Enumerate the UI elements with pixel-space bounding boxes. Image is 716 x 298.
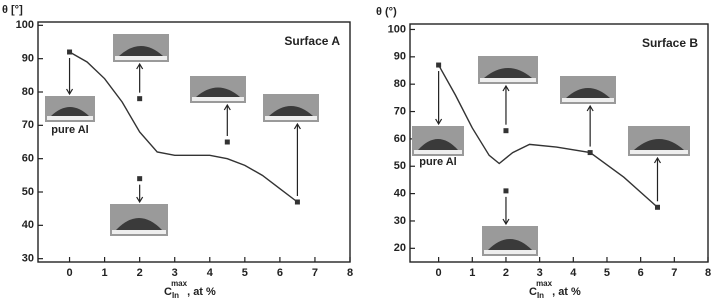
substrate: [630, 150, 688, 154]
y-tick-label: 30: [22, 253, 34, 265]
substrate: [47, 116, 93, 120]
y-axis-label: θ [°]: [2, 4, 23, 16]
x-tick-label: 5: [242, 267, 248, 279]
y-tick-label: 60: [22, 153, 34, 165]
substrate: [112, 230, 166, 234]
droplet-photo: [628, 126, 690, 156]
y-tick-label: 20: [394, 242, 406, 254]
data-point: [295, 200, 300, 205]
droplet-photo: [190, 76, 246, 103]
y-tick-label: 30: [394, 215, 406, 227]
droplet-photo: [482, 226, 538, 256]
y-tick-label: 80: [22, 86, 34, 98]
x-tick-label: 4: [570, 267, 577, 279]
x-tick-label: 0: [66, 267, 72, 279]
annotation: pure Al: [419, 156, 457, 168]
x-tick-label: 3: [537, 267, 543, 279]
data-point: [655, 205, 660, 210]
x-tick-label: 5: [604, 267, 610, 279]
data-point: [137, 176, 142, 181]
y-tick-label: 60: [394, 133, 406, 145]
y-tick-label: 80: [394, 78, 406, 90]
data-point: [503, 128, 508, 133]
x-label-unit: , at %: [552, 286, 581, 298]
x-tick-label: 1: [102, 267, 108, 279]
x-tick-label: 6: [638, 267, 644, 279]
y-tick-label: 90: [22, 53, 34, 65]
substrate: [484, 250, 536, 254]
panel-title: Surface B: [642, 36, 698, 50]
x-label-sup: max: [171, 279, 188, 288]
data-point: [436, 63, 441, 68]
x-axis-label: CInmax, at %: [529, 279, 581, 298]
panel: 20 30 40 50 60 70 80 90 100 0 1 2 3 4 5 6 7 8 θ (°) Surface…: [376, 6, 711, 298]
x-label-sup: max: [536, 279, 553, 288]
droplet-photo: [110, 204, 168, 236]
x-tick-label: 7: [671, 267, 677, 279]
panel-title: Surface A: [284, 34, 340, 48]
data-point: [137, 96, 142, 101]
fit-curve: [70, 52, 298, 202]
y-tick-label: 100: [388, 23, 406, 35]
y-tick-label: 90: [394, 51, 406, 63]
x-tick-label: 2: [503, 267, 509, 279]
droplet-photo: [412, 126, 464, 156]
x-tick-label: 6: [277, 267, 283, 279]
droplet-photo: [45, 96, 95, 122]
x-tick-label: 2: [137, 267, 143, 279]
x-tick-label: 7: [312, 267, 318, 279]
y-axis-label: θ (°): [376, 6, 397, 18]
data-point: [503, 188, 508, 193]
y-tick-label: 50: [394, 160, 406, 172]
y-tick-label: 70: [394, 105, 406, 117]
x-tick-label: 1: [469, 267, 475, 279]
y-tick-label: 50: [22, 186, 34, 198]
substrate: [562, 98, 614, 102]
fit-curve: [439, 65, 658, 207]
x-tick-label: 4: [207, 267, 214, 279]
data-point: [588, 150, 593, 155]
data-point: [225, 140, 230, 145]
droplet-photo: [113, 34, 169, 62]
y-tick-label: 100: [16, 19, 34, 31]
substrate: [480, 78, 536, 82]
y-tick-label: 70: [22, 119, 34, 131]
droplet-photo: [478, 56, 538, 84]
substrate: [414, 150, 462, 154]
figure: 30405060708090100012345678θ [°]Surface A…: [0, 0, 716, 298]
panel: 30 40 50 60 70 80 90 100 0 1 2 3 4 5 6 7 8 θ [°] Surface A…: [2, 4, 353, 298]
x-label-unit: , at %: [187, 286, 216, 298]
substrate: [265, 116, 317, 120]
substrate: [115, 56, 167, 60]
annotation: pure Al: [51, 124, 89, 136]
x-tick-label: 8: [705, 267, 711, 279]
x-tick-label: 0: [436, 267, 442, 279]
y-tick-label: 40: [394, 188, 406, 200]
substrate: [192, 97, 244, 101]
x-tick-label: 3: [172, 267, 178, 279]
x-tick-label: 8: [347, 267, 353, 279]
plot-frame: [38, 22, 350, 262]
x-axis-label: CInmax, at %: [164, 279, 216, 298]
data-point: [67, 50, 72, 55]
y-tick-label: 40: [22, 219, 34, 231]
droplet-photo: [263, 94, 319, 122]
x-label-sub: In: [537, 291, 544, 298]
x-label-sub: In: [172, 291, 179, 298]
droplet-photo: [560, 76, 616, 104]
